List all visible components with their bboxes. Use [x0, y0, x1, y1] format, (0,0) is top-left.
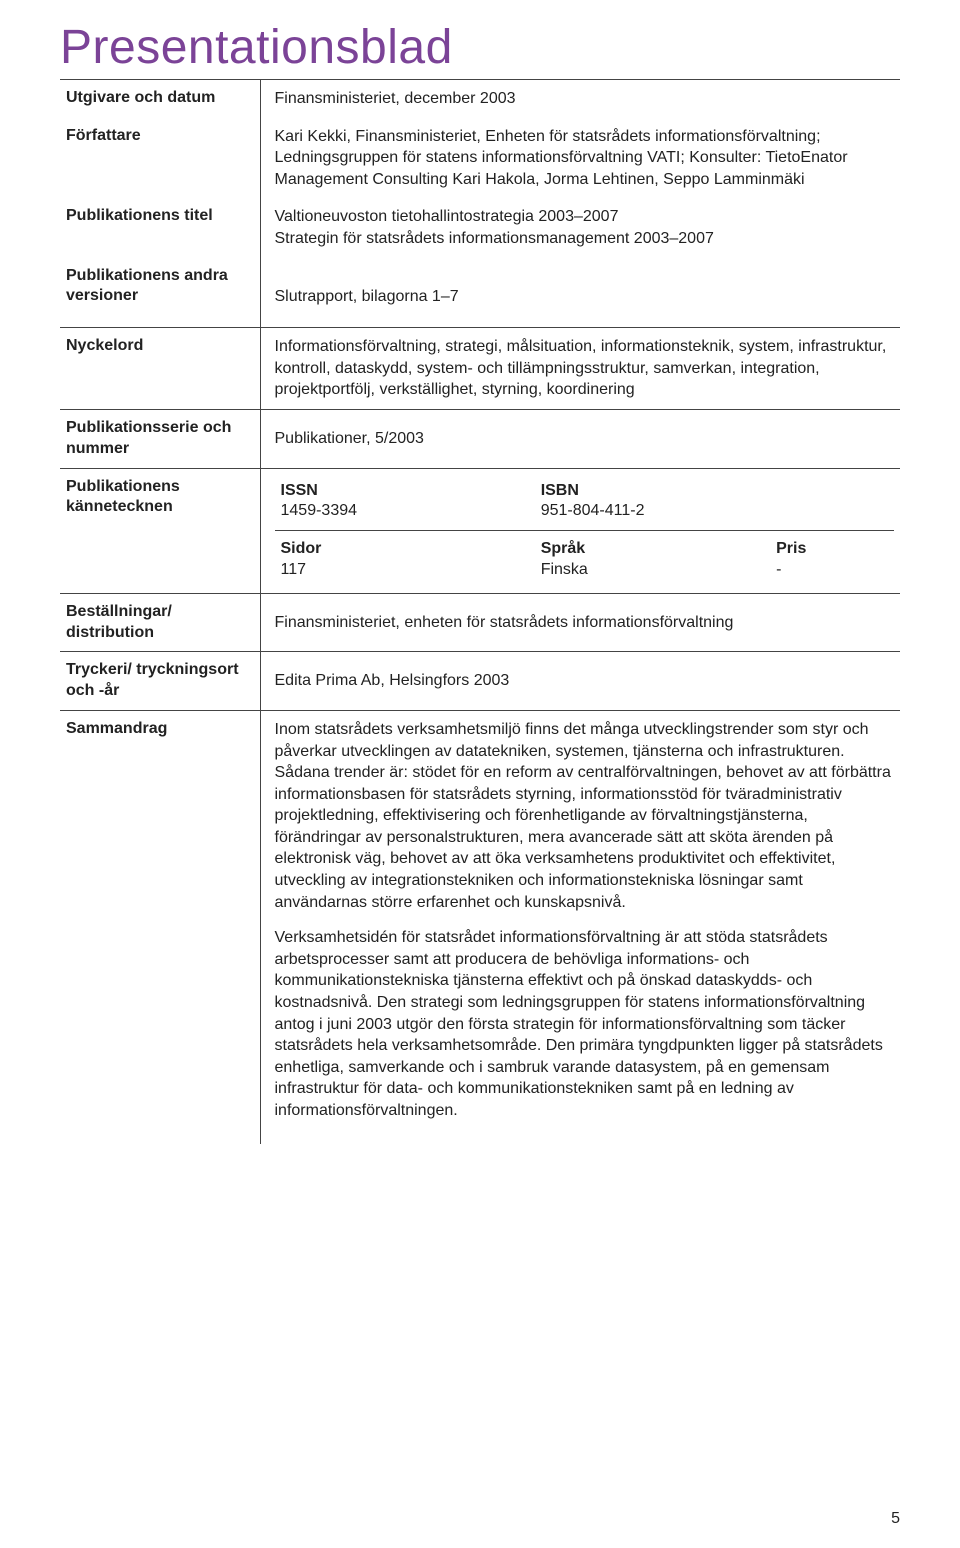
label-forfattare: Författare: [60, 118, 260, 199]
pris-label: Pris: [776, 539, 888, 560]
issn-value: 1459-3394: [281, 501, 529, 522]
label-bestall: Beställningar/ distribution: [60, 594, 260, 652]
metadata-table: Utgivare och datum Finansministeriet, de…: [60, 80, 900, 1144]
value-versioner: Slutrapport, bilagorna 1–7: [260, 258, 900, 328]
kenn-subtable: ISSN 1459-3394 ISBN 951-804-411-2 Sidor …: [275, 473, 895, 589]
label-versioner: Publikationens andra versioner: [60, 258, 260, 328]
value-forfattare: Kari Kekki, Finansministeriet, Enheten f…: [260, 118, 900, 199]
value-serie: Publikationer, 5/2003: [260, 410, 900, 468]
label-nyckelord: Nyckelord: [60, 328, 260, 409]
label-kenn: Publikationens kännetecknen: [60, 469, 260, 594]
value-kenn: ISSN 1459-3394 ISBN 951-804-411-2 Sidor …: [260, 469, 900, 594]
samman-paragraph-2: Verksamhetsidén för statsrådet informati…: [275, 927, 895, 1121]
isbn-value: 951-804-411-2: [541, 501, 764, 522]
isbn-label: ISBN: [541, 481, 764, 502]
value-nyckelord: Informationsförvaltning, strategi, målsi…: [260, 328, 900, 409]
page-number: 5: [891, 1510, 900, 1528]
samman-paragraph-1: Inom statsrådets verksamhetsmiljö finns …: [275, 719, 895, 913]
value-pub-titel: Valtioneuvoston tietohallintostrategia 2…: [260, 198, 900, 257]
label-tryck: Tryckeri/ tryckningsort och -år: [60, 652, 260, 710]
label-samman: Sammandrag: [60, 711, 260, 1144]
value-samman: Inom statsrådets verksamhetsmiljö finns …: [260, 711, 900, 1144]
page-title: Presentationsblad: [60, 20, 900, 75]
value-tryck: Edita Prima Ab, Helsingfors 2003: [260, 652, 900, 710]
label-pub-titel: Publikationens titel: [60, 198, 260, 257]
value-utgivare: Finansministeriet, december 2003: [260, 80, 900, 118]
sprak-value: Finska: [541, 560, 764, 581]
pub-titel-line1: Valtioneuvoston tietohallintostrategia 2…: [275, 206, 895, 228]
issn-label: ISSN: [281, 481, 529, 502]
sidor-label: Sidor: [281, 539, 529, 560]
pub-titel-line2: Strategin för statsrådets informationsma…: [275, 228, 895, 250]
sidor-value: 117: [281, 560, 529, 581]
sprak-label: Språk: [541, 539, 764, 560]
label-serie: Publikationsserie och nummer: [60, 410, 260, 468]
pris-value: -: [776, 560, 888, 581]
value-bestall: Finansministeriet, enheten för statsråde…: [260, 594, 900, 652]
label-utgivare: Utgivare och datum: [60, 80, 260, 118]
